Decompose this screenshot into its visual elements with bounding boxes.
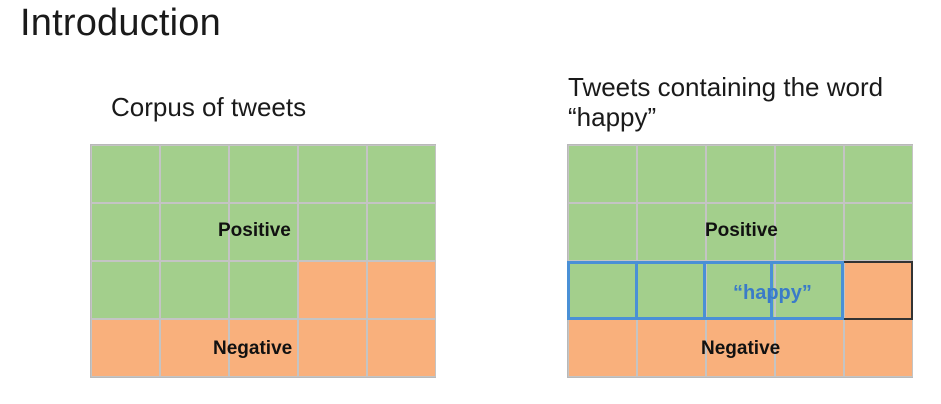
negative-tweet-cell (229, 319, 298, 377)
happy-negative-cell-outline (844, 261, 913, 320)
positive-tweet-cell (844, 203, 913, 261)
happy-highlight-box (567, 261, 844, 320)
positive-tweet-cell (568, 203, 637, 261)
positive-tweet-cell (298, 145, 367, 203)
negative-tweet-cell (91, 319, 160, 377)
positive-tweet-cell (706, 203, 775, 261)
slide-title: Introduction (20, 2, 221, 44)
negative-tweet-cell (367, 319, 436, 377)
happy-word-label: “happy” (733, 282, 812, 304)
positive-tweet-cell (91, 261, 160, 319)
negative-tweet-cell (298, 319, 367, 377)
negative-tweet-cell (367, 261, 436, 319)
negative-tweet-cell (637, 319, 706, 377)
positive-tweet-cell (775, 145, 844, 203)
positive-tweet-cell (844, 145, 913, 203)
positive-tweet-cell (160, 261, 229, 319)
negative-tweet-cell (775, 319, 844, 377)
positive-tweet-cell (367, 203, 436, 261)
positive-tweet-cell (775, 203, 844, 261)
positive-tweet-cell (229, 261, 298, 319)
negative-tweet-cell (298, 261, 367, 319)
right-positive-label: Positive (705, 220, 778, 241)
negative-tweet-cell (844, 319, 913, 377)
positive-tweet-cell (160, 145, 229, 203)
positive-tweet-cell (706, 145, 775, 203)
negative-tweet-cell (160, 319, 229, 377)
positive-tweet-cell (568, 145, 637, 203)
right-negative-label: Negative (701, 338, 781, 359)
corpus-grid (90, 144, 436, 378)
left-positive-label: Positive (218, 220, 291, 241)
negative-tweet-cell (568, 319, 637, 377)
positive-tweet-cell (229, 203, 298, 261)
highlight-divider (706, 264, 774, 317)
positive-tweet-cell (298, 203, 367, 261)
positive-tweet-cell (91, 203, 160, 261)
negative-tweet-cell (706, 319, 775, 377)
right-panel-title: Tweets containing the word “happy” (568, 72, 884, 132)
positive-tweet-cell (160, 203, 229, 261)
left-panel-title: Corpus of tweets (111, 92, 307, 122)
positive-tweet-cell (91, 145, 160, 203)
positive-tweet-cell (637, 203, 706, 261)
highlight-divider (570, 264, 638, 317)
highlight-divider (638, 264, 706, 317)
left-negative-label: Negative (213, 338, 293, 359)
positive-tweet-cell (637, 145, 706, 203)
positive-tweet-cell (568, 261, 637, 319)
happy-grid (567, 144, 913, 378)
positive-tweet-cell (367, 145, 436, 203)
positive-tweet-cell (229, 145, 298, 203)
